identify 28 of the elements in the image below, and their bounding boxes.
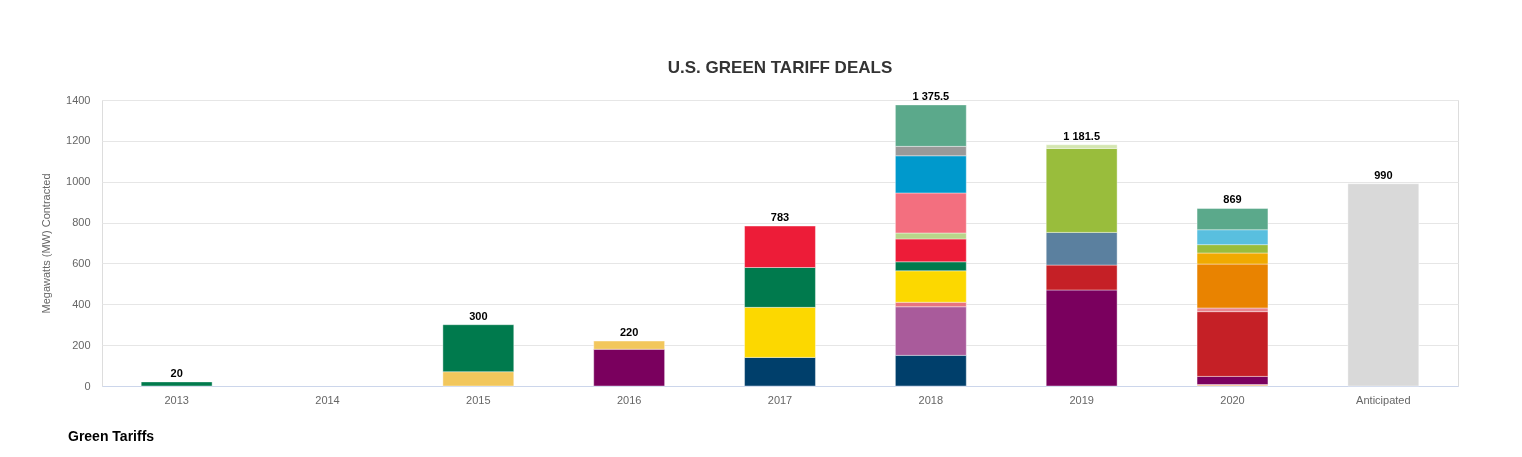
total-label: 783 — [770, 211, 790, 224]
x-tick-label: 2018 — [918, 393, 944, 406]
x-tick-label: 2019 — [1069, 393, 1094, 406]
y-axis-title: Megawatts (MW) Contracted — [40, 173, 53, 314]
x-tick-label: 2013 — [164, 393, 189, 406]
x-tick-label: 2016 — [616, 393, 642, 406]
y-tick-label: 0 — [84, 379, 91, 392]
y-tick-label: 1400 — [66, 93, 91, 106]
y-tick-label: 600 — [72, 256, 91, 269]
total-label: 869 — [1223, 193, 1242, 206]
chart-title: U.S. GREEN TARIFF DEALS — [667, 57, 893, 77]
y-tick-label: 1200 — [66, 134, 91, 147]
total-label: 300 — [469, 309, 488, 322]
y-tick-label: 400 — [72, 297, 91, 310]
x-tick-label: 2014 — [315, 393, 340, 406]
total-label: 990 — [1374, 168, 1393, 181]
total-label: 1 375.5 — [912, 89, 950, 102]
x-tick-label: 2020 — [1220, 393, 1245, 406]
x-tick-label: 2015 — [466, 393, 491, 406]
total-label: 20 — [170, 366, 183, 379]
x-tick-label: Anticipated — [1356, 393, 1411, 406]
y-tick-label: 800 — [72, 216, 91, 229]
y-tick-label: 1000 — [66, 175, 91, 188]
x-tick-label: 2017 — [767, 393, 793, 406]
y-tick-label: 200 — [72, 338, 91, 351]
text: Green Tariffs — [68, 428, 155, 444]
total-label: 220 — [619, 326, 639, 339]
total-label: 1 181.5 — [1063, 129, 1101, 142]
